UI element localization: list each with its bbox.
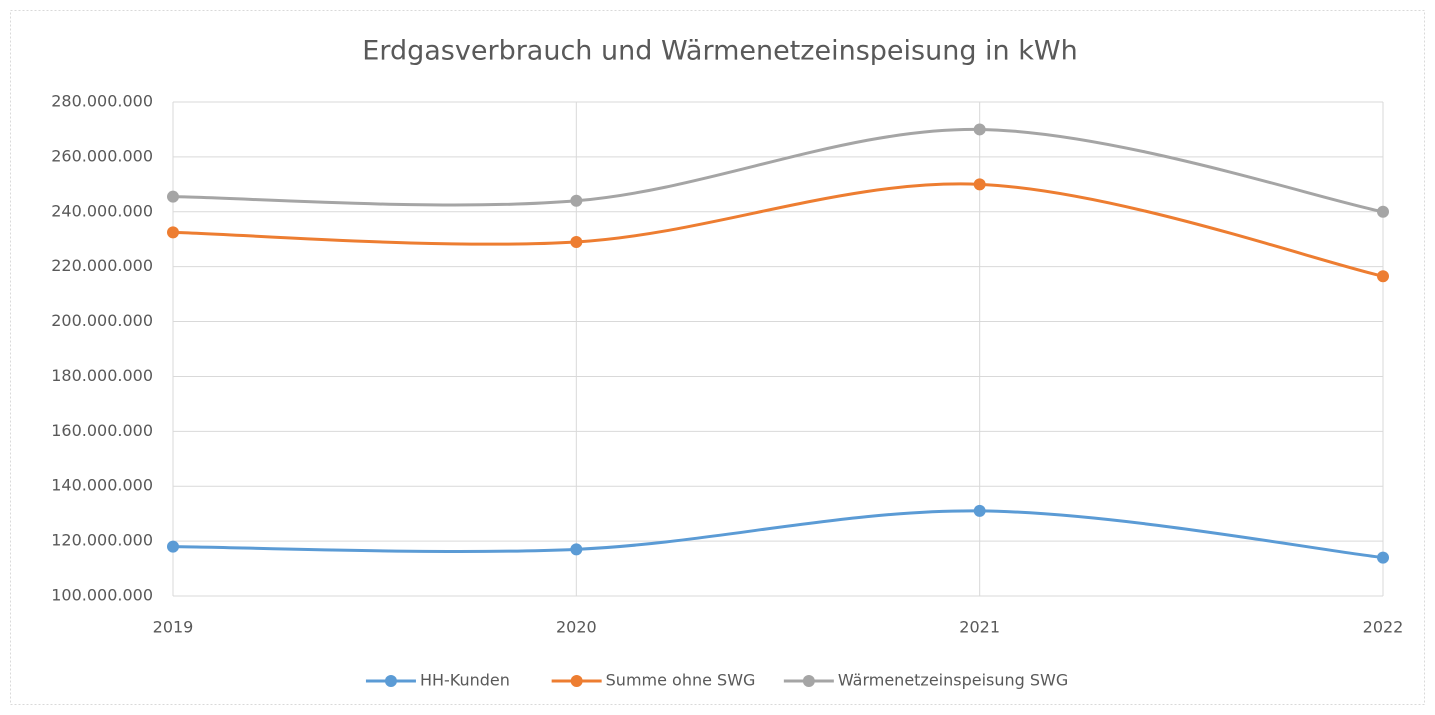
legend-label: HH-Kunden [420,671,510,690]
data-point [167,226,179,239]
y-tick-label: 100.000.000 [51,586,153,605]
data-point [570,194,583,207]
y-tick-label: 180.000.000 [51,366,153,385]
data-point [1377,205,1389,218]
data-point [167,540,179,553]
data-point [1377,270,1389,283]
series-line [171,509,1385,560]
data-point [167,190,179,203]
data-point [1377,551,1389,564]
chart-frame [10,10,1425,705]
series-line [171,127,1385,214]
data-point [973,123,986,136]
x-tick-label: 2021 [959,618,1000,637]
legend-marker [570,675,583,687]
data-point [973,504,986,517]
series-line [171,182,1385,278]
data-point [570,235,583,248]
y-tick-label: 120.000.000 [51,531,153,550]
y-tick-label: 260.000.000 [51,146,153,165]
x-tick-label: 2019 [153,618,194,637]
legend-marker [802,675,815,687]
x-tick-label: 2022 [1363,618,1404,637]
data-point [570,543,583,556]
chart-title: Erdgasverbrauch und Wärmenetzeinspeisung… [362,36,1077,67]
legend-marker [384,675,397,687]
x-tick-label: 2020 [556,618,597,637]
y-tick-label: 220.000.000 [51,256,153,275]
y-tick-label: 140.000.000 [51,476,153,495]
legend-label: Summe ohne SWG [606,671,756,690]
y-tick-label: 240.000.000 [51,201,153,220]
y-tick-label: 200.000.000 [51,311,153,330]
y-tick-label: 280.000.000 [51,92,153,111]
y-tick-label: 160.000.000 [51,421,153,440]
data-point [973,178,986,191]
legend-label: Wärmenetzeinspeisung SWG [838,671,1068,690]
